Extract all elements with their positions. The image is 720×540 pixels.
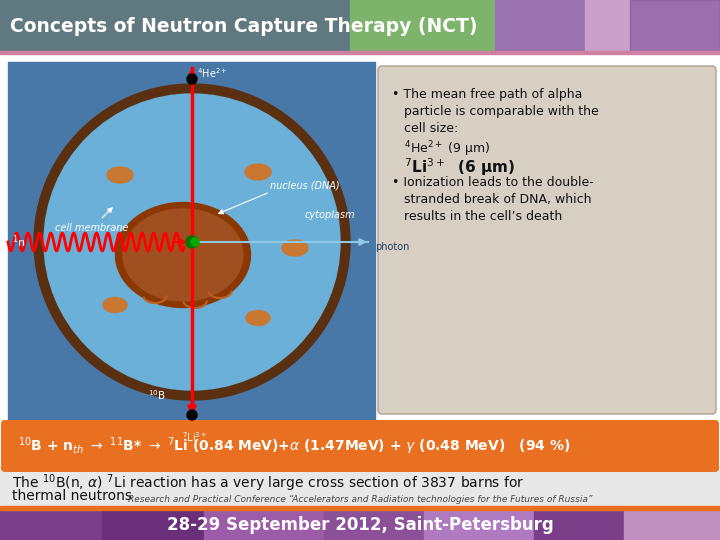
Text: • Ionization leads to the double-: • Ionization leads to the double- bbox=[392, 176, 594, 189]
Ellipse shape bbox=[245, 164, 271, 180]
Bar bbox=[424, 510, 534, 540]
FancyBboxPatch shape bbox=[378, 66, 716, 414]
Circle shape bbox=[186, 236, 198, 248]
FancyBboxPatch shape bbox=[1, 420, 719, 472]
Text: $^{10}$B + n$_{th}$ $\rightarrow$ $^{11}$B* $\rightarrow$ $^7$Li (0.84 MeV)+$\al: $^{10}$B + n$_{th}$ $\rightarrow$ $^{11}… bbox=[18, 435, 570, 457]
Text: stranded break of DNA, which: stranded break of DNA, which bbox=[404, 193, 592, 206]
Ellipse shape bbox=[123, 209, 243, 301]
Circle shape bbox=[187, 410, 197, 420]
Text: cell membrane: cell membrane bbox=[55, 223, 128, 233]
Bar bbox=[8, 62, 375, 420]
Ellipse shape bbox=[107, 167, 133, 183]
Text: $^1$n: $^1$n bbox=[12, 234, 25, 251]
Text: results in the cell’s death: results in the cell’s death bbox=[404, 210, 562, 223]
Text: cell size:: cell size: bbox=[404, 122, 458, 135]
Bar bbox=[585, 0, 720, 52]
Bar bbox=[0, 506, 720, 510]
Text: • The mean free path of alpha: • The mean free path of alpha bbox=[392, 88, 582, 101]
Text: nucleus (DNA): nucleus (DNA) bbox=[270, 180, 340, 190]
Text: $^7$Li$^{3+}$: $^7$Li$^{3+}$ bbox=[182, 430, 207, 444]
Text: photon: photon bbox=[375, 242, 410, 252]
Text: Research and Practical Conference “Accelerators and Radiation technologies for t: Research and Practical Conference “Accel… bbox=[127, 496, 593, 504]
Text: $^4$He$^{2+}$ (9 μm): $^4$He$^{2+}$ (9 μm) bbox=[404, 139, 490, 159]
Bar bbox=[624, 510, 720, 540]
Bar bbox=[630, 0, 720, 52]
Text: particle is comparable with the: particle is comparable with the bbox=[404, 105, 599, 118]
Circle shape bbox=[34, 84, 350, 400]
Bar bbox=[495, 0, 585, 52]
Text: The $^{10}$B(n, $\alpha$) $^7$Li reaction has a very large cross section of 3837: The $^{10}$B(n, $\alpha$) $^7$Li reactio… bbox=[12, 472, 525, 494]
Bar bbox=[0, 0, 720, 52]
Text: 28-29 September 2012, Saint-Petersburg: 28-29 September 2012, Saint-Petersburg bbox=[166, 516, 554, 534]
Ellipse shape bbox=[246, 310, 270, 326]
Bar bbox=[0, 54, 720, 465]
Ellipse shape bbox=[103, 298, 127, 313]
Bar bbox=[324, 510, 424, 540]
Circle shape bbox=[187, 74, 197, 84]
Text: $^{10}$B: $^{10}$B bbox=[148, 388, 166, 402]
Bar bbox=[204, 510, 324, 540]
Bar bbox=[350, 0, 495, 52]
Circle shape bbox=[44, 94, 340, 390]
Bar bbox=[534, 510, 624, 540]
Circle shape bbox=[191, 238, 199, 246]
Bar bbox=[0, 510, 102, 540]
Text: $^4$He$^{2+}$: $^4$He$^{2+}$ bbox=[197, 66, 228, 80]
Text: $^7$Li$^{3+}$  (6 μm): $^7$Li$^{3+}$ (6 μm) bbox=[404, 156, 515, 178]
Text: Concepts of Neutron Capture Therapy (NCT): Concepts of Neutron Capture Therapy (NCT… bbox=[10, 17, 477, 36]
Text: thermal neutrons: thermal neutrons bbox=[12, 489, 132, 503]
Bar bbox=[0, 51, 720, 54]
Ellipse shape bbox=[115, 202, 251, 307]
Text: cytoplasm: cytoplasm bbox=[305, 210, 356, 220]
Ellipse shape bbox=[282, 240, 308, 256]
Bar bbox=[102, 510, 204, 540]
